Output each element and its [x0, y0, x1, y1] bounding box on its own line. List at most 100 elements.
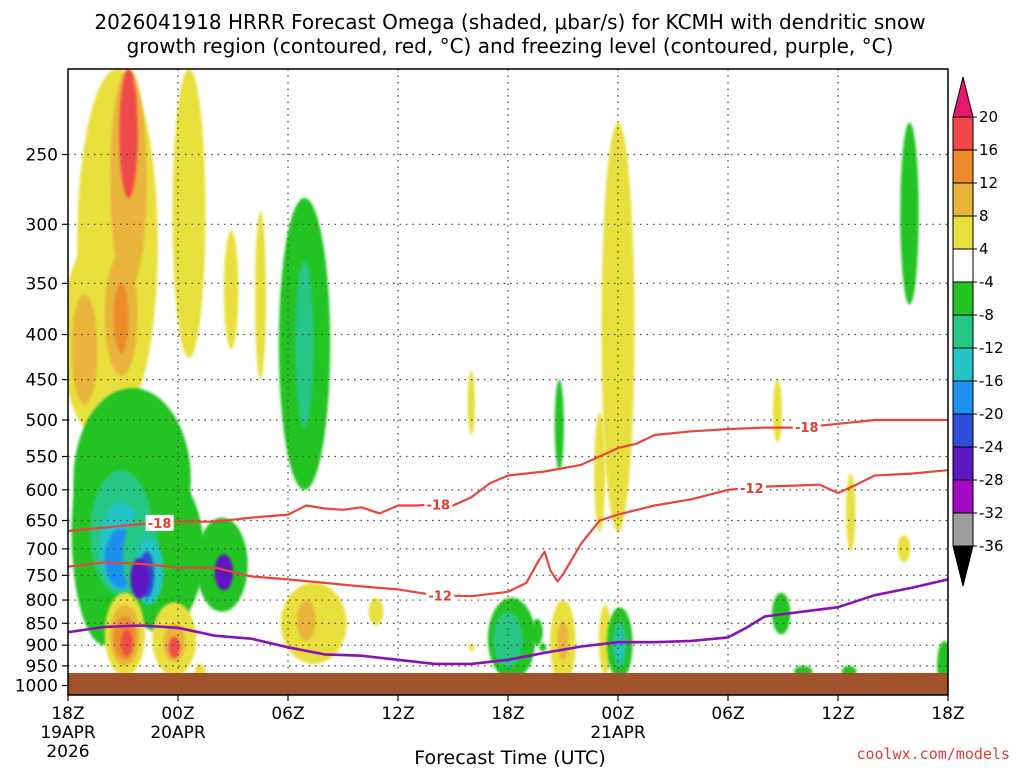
omega-cell-37: [468, 643, 475, 652]
omega-cell-5: [71, 294, 98, 405]
x-tick-label-36-0: 06Z: [711, 704, 744, 724]
x-axis-title: Forecast Time (UTC): [414, 747, 605, 768]
contour-layer: -12 -12 -18 -18 -18: [68, 418, 948, 666]
omega-cell-2: [119, 69, 138, 198]
y-tick-label-900: 900: [26, 636, 58, 656]
y-tick-label-650: 650: [26, 512, 58, 532]
colorbar-box-0: [952, 116, 974, 151]
y-tick-label-450: 450: [26, 371, 58, 391]
colorbar-label-5: -4: [979, 273, 994, 291]
x-tick-label-12-0: 06Z: [271, 704, 304, 724]
y-tick-label-850: 850: [26, 614, 58, 634]
omega-cell-50: [616, 634, 624, 660]
omega-cell-57: [900, 122, 919, 305]
colorbar: 20 16 12 8 4 -4 -8 -12 -16 -20 -24 -28 -32 -36: [952, 76, 1004, 587]
x-tick-label-0-1: 19APR: [40, 723, 96, 743]
colorbar-box-5: [952, 281, 974, 316]
x-tick-label-6-1: 20APR: [150, 723, 206, 743]
colorbar-box-2: [952, 182, 974, 217]
contour-label-bg: [145, 514, 174, 531]
y-tick-label-800: 800: [26, 591, 58, 611]
omega-cell-52: [772, 379, 783, 443]
y-tick-label-750: 750: [26, 566, 58, 586]
colorbar-label-11: -28: [979, 471, 1004, 489]
chart-title-line-2: growth region (contoured, red, °C) and f…: [127, 34, 894, 58]
omega-cell-42: [554, 379, 564, 471]
colorbar-label-7: -12: [979, 339, 1004, 357]
contour-freezing-level: [68, 578, 948, 666]
chart-title-line-1: 2026041918 HRRR Forecast Omega (shaded, …: [94, 10, 925, 34]
omega-cell-35: [368, 597, 384, 626]
x-tick-label-30-1: 21APR: [590, 723, 646, 743]
omega-cell-7: [113, 283, 129, 354]
x-tick-label-24-0: 18Z: [491, 704, 524, 724]
colorbar-box-3: [952, 215, 974, 250]
omega-cell-56: [846, 473, 856, 552]
y-tick-label-550: 550: [26, 448, 58, 468]
colorbar-box-10: [952, 446, 974, 481]
omega-cell-36: [467, 371, 475, 435]
grid-lines: [68, 69, 948, 695]
y-tick-label-600: 600: [26, 481, 58, 501]
contour-label-bg: [426, 587, 455, 604]
omega-cell-39: [493, 611, 523, 668]
colorbar-label-3: 8: [979, 207, 989, 225]
colorbar-box-7: [952, 347, 974, 382]
y-tick-label-950: 950: [26, 657, 58, 677]
contour-label-dgz-minus18-1: -18: [427, 499, 451, 514]
colorbar-top-arrow: [952, 76, 974, 118]
colorbar-box-11: [952, 479, 974, 514]
x-tick-label-30-0: 00Z: [601, 704, 634, 724]
omega-cell-31: [168, 636, 180, 658]
omega-cell-34: [297, 600, 316, 641]
colorbar-label-9: -20: [979, 405, 1004, 423]
omega-cell-46: [601, 122, 635, 533]
colorbar-label-8: -16: [979, 372, 1004, 390]
contour-dgz-minus12: [68, 469, 948, 598]
x-tick-label-42-0: 12Z: [821, 704, 854, 724]
omega-cell-23: [130, 558, 149, 599]
x-tick-label-0-0: 18Z: [51, 704, 84, 724]
y-tick-label-1000: 1000: [15, 677, 58, 697]
x-tick-label-48-0: 18Z: [931, 704, 964, 724]
colorbar-box-4: [952, 248, 974, 283]
contour-label-dgz-minus12-1: -12: [740, 482, 764, 497]
omega-cell-47: [594, 412, 606, 533]
omega-cell-28: [121, 630, 133, 656]
omega-cell-58: [897, 535, 911, 563]
colorbar-label-6: -8: [979, 306, 994, 324]
omega-cell-40: [531, 618, 543, 646]
colorbar-box-9: [952, 413, 974, 448]
contour-label-dgz-minus12-0: -12: [428, 589, 452, 604]
omega-cell-3: [172, 69, 206, 358]
colorbar-box-8: [952, 380, 974, 415]
omega-cell-12: [295, 260, 314, 428]
colorbar-label-12: -32: [979, 504, 1004, 522]
omega-cell-8: [223, 230, 239, 349]
contour-dgz-minus18: [68, 418, 948, 533]
y-tick-label-700: 700: [26, 540, 58, 560]
ground-surface: [68, 673, 948, 695]
colorbar-label-10: -24: [979, 438, 1004, 456]
contour-label-dgz-minus18-2: -18: [795, 421, 819, 436]
y-axis: 2503003504004505005506006507007508008509…: [15, 145, 68, 697]
omega-cell-9: [255, 211, 266, 380]
credit-text: coolwx.com/models: [856, 745, 1010, 763]
colorbar-bottom-arrow: [952, 545, 974, 587]
omega-cell-41: [539, 643, 547, 652]
omega-cell-44: [557, 621, 569, 660]
colorbar-label-0: 20: [979, 108, 998, 126]
contour-label-bg: [792, 419, 821, 436]
contour-label-bg: [737, 479, 766, 496]
y-tick-label-350: 350: [26, 274, 58, 294]
colorbar-box-1: [952, 149, 974, 184]
colorbar-box-12: [952, 512, 974, 547]
colorbar-label-13: -36: [979, 537, 1004, 555]
x-tick-label-6-0: 00Z: [161, 704, 194, 724]
colorbar-label-1: 16: [979, 141, 998, 159]
y-tick-label-400: 400: [26, 326, 58, 346]
contour-label-dgz-minus18-0: -18: [148, 517, 172, 532]
y-tick-label-250: 250: [26, 145, 58, 165]
